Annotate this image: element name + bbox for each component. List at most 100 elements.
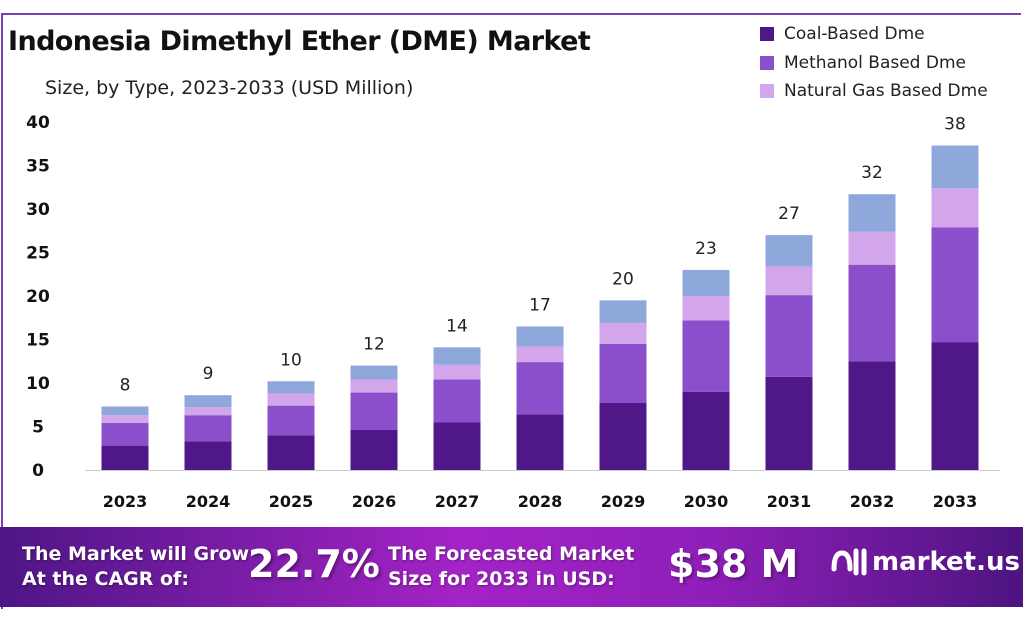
legend-swatch: [760, 27, 774, 42]
logo-text: market.us: [872, 547, 1020, 577]
bar-segment-4: [101, 406, 149, 416]
y-tick-label: 20: [26, 287, 50, 307]
x-tick-label: 2032: [850, 492, 895, 511]
legend-label: Natural Gas Based Dme: [784, 81, 988, 102]
cagr-label: The Market will Grow At the CAGR of:: [22, 542, 249, 592]
x-tick-label: 2027: [435, 492, 480, 511]
bar-segment-2: [101, 423, 149, 446]
forecast-label: The Forecasted Market Size for 2033 in US…: [388, 542, 634, 592]
x-tick-label: 2025: [269, 492, 314, 511]
total-data-label: 8: [120, 375, 131, 395]
bar-segment-2: [267, 405, 315, 436]
legend-item-coal: Coal-Based Dme: [760, 20, 988, 49]
bar-segment-4: [599, 300, 647, 323]
total-data-label: 23: [695, 239, 717, 259]
y-tick-label: 40: [26, 113, 50, 133]
bar-segment-4: [765, 235, 813, 267]
logo-icon: [831, 548, 867, 576]
total-data-label: 14: [446, 316, 468, 336]
y-tick-label: 15: [26, 331, 50, 351]
bar-segment-1: [516, 414, 564, 470]
bar-segment-3: [267, 393, 315, 406]
bar-segment-3: [184, 407, 232, 416]
bar-segment-4: [931, 145, 979, 189]
total-data-label: 10: [280, 350, 302, 370]
total-data-label: 20: [612, 269, 634, 289]
x-tick-label: 2030: [684, 492, 729, 511]
bar-segment-1: [599, 403, 647, 470]
legend-label: Coal-Based Dme: [784, 24, 925, 45]
x-tick-label: 2031: [767, 492, 812, 511]
bar-segment-2: [848, 264, 896, 362]
forecast-value: $38 M: [668, 542, 799, 586]
bar-segment-3: [682, 296, 730, 321]
x-tick-label: 2028: [518, 492, 563, 511]
legend-label: Methanol Based Dme: [784, 52, 966, 73]
bar-segment-3: [848, 231, 896, 265]
forecast-label-line: Size for 2033 in USD:: [388, 568, 615, 590]
y-tick-label: 30: [26, 200, 50, 220]
cagr-label-line: At the CAGR of:: [22, 568, 189, 590]
x-tick-label: 2029: [601, 492, 646, 511]
bar-segment-1: [848, 361, 896, 470]
bar-segment-4: [848, 194, 896, 232]
bar-segment-3: [765, 266, 813, 296]
total-data-label: 27: [778, 204, 800, 224]
legend: Coal-Based Dme Methanol Based Dme Natura…: [760, 20, 988, 106]
bar-segment-1: [101, 445, 149, 470]
bar-segment-1: [267, 435, 315, 470]
bar-segment-4: [433, 347, 481, 365]
total-data-label: 17: [529, 295, 551, 315]
total-data-label: 9: [203, 364, 214, 384]
bar-segment-3: [433, 364, 481, 380]
bar-segment-2: [599, 343, 647, 404]
bar-segment-2: [516, 362, 564, 415]
legend-item-methanol: Methanol Based Dme: [760, 49, 988, 78]
footer-banner: The Market will Grow At the CAGR of: 22.7…: [0, 527, 1023, 607]
bar-segment-2: [765, 295, 813, 377]
bar-segment-1: [765, 376, 813, 470]
bar-segment-3: [599, 322, 647, 344]
bar-segment-2: [931, 227, 979, 343]
bar-segment-2: [682, 320, 730, 392]
bar-segment-1: [682, 391, 730, 470]
bar-segment-2: [350, 392, 398, 430]
y-tick-label: 35: [26, 157, 50, 177]
market-us-logo: market.us: [830, 545, 1020, 579]
bar-segment-1: [350, 429, 398, 470]
bar-segment-4: [184, 395, 232, 408]
bar-segment-4: [682, 269, 730, 296]
total-data-label: 38: [944, 114, 966, 134]
chart-subtitle: Size, by Type, 2023-2033 (USD Million): [45, 77, 414, 99]
bar-segment-3: [516, 346, 564, 363]
x-tick-label: 2024: [186, 492, 231, 511]
bar-segment-4: [267, 381, 315, 394]
y-tick-label: 0: [32, 461, 44, 481]
x-tick-label: 2023: [103, 492, 148, 511]
bar-chart: 0510152025303540820239202410202512202614…: [26, 113, 1000, 511]
chart-title: Indonesia Dimethyl Ether (DME) Market: [8, 26, 591, 57]
forecast-label-line: The Forecasted Market: [388, 543, 635, 565]
total-data-label: 32: [861, 163, 883, 183]
y-tick-label: 25: [26, 244, 50, 264]
y-tick-label: 10: [26, 374, 50, 394]
cagr-label-line: The Market will Grow: [22, 543, 250, 565]
bar-segment-2: [433, 379, 481, 423]
bar-segment-4: [516, 326, 564, 347]
cagr-value: 22.7%: [248, 542, 380, 586]
bar-segment-1: [433, 422, 481, 470]
legend-swatch: [760, 84, 774, 99]
x-tick-label: 2026: [352, 492, 397, 511]
bar-segment-2: [184, 415, 232, 442]
bar-segment-4: [350, 365, 398, 380]
x-tick-label: 2033: [933, 492, 978, 511]
legend-item-natural-gas: Natural Gas Based Dme: [760, 77, 988, 106]
bar-segment-1: [184, 441, 232, 470]
bar-segment-3: [101, 415, 149, 424]
bar-segment-1: [931, 342, 979, 470]
total-data-label: 12: [363, 335, 385, 355]
y-tick-label: 5: [32, 418, 44, 438]
bar-segment-3: [931, 188, 979, 228]
chart-frame: [1, 13, 1021, 609]
bar-segment-3: [350, 379, 398, 393]
